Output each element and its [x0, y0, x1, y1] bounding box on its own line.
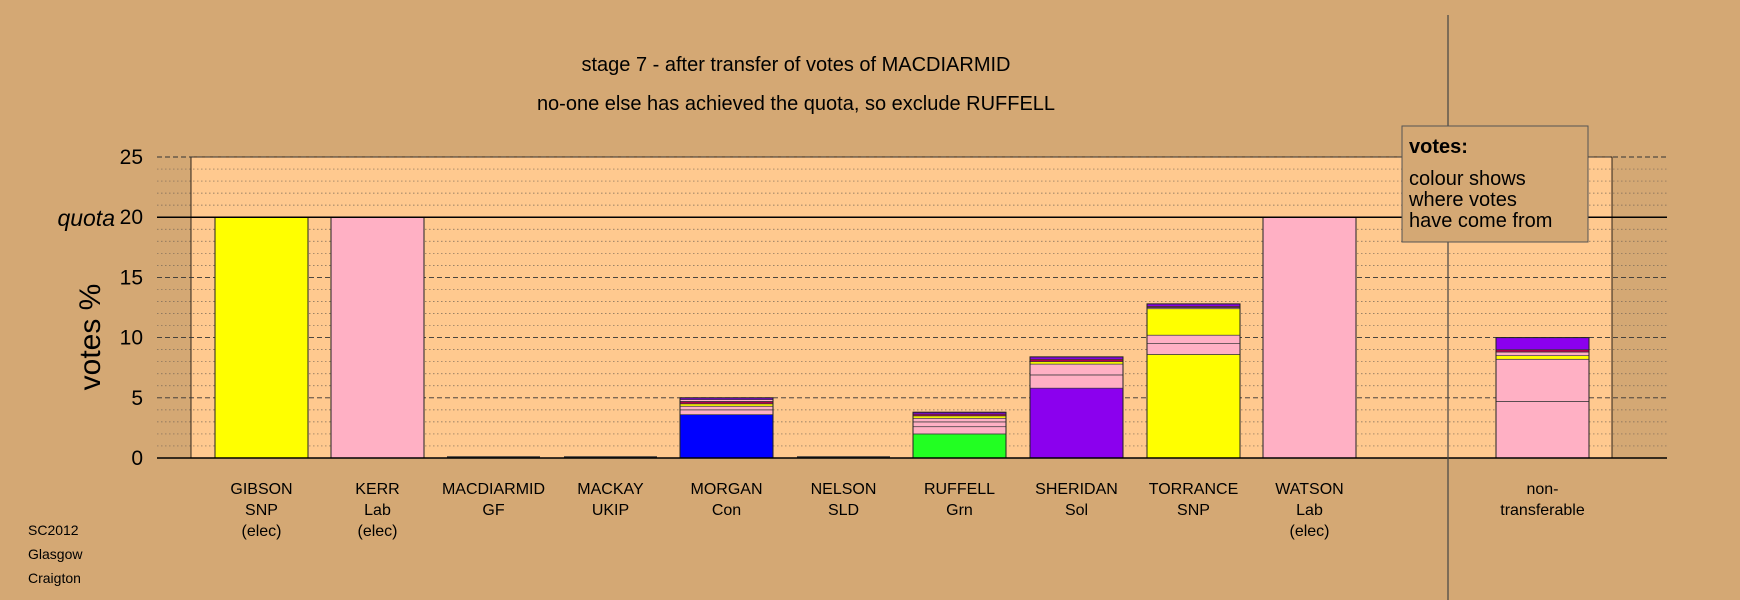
bar-segment	[1262, 216, 1357, 459]
candidate-label: SLD	[828, 502, 859, 519]
candidate-label: WATSON	[1275, 481, 1343, 498]
candidate-label: Sol	[1065, 502, 1088, 519]
y-tick-label: 0	[131, 447, 143, 470]
legend-box	[1401, 125, 1589, 243]
bar-segment	[679, 409, 774, 416]
bar-segment	[1146, 343, 1241, 355]
bar-segment	[912, 433, 1007, 459]
chart-subtitle: no-one else has achieved the quota, so e…	[537, 93, 1055, 115]
candidate-label: Lab	[1296, 502, 1323, 519]
footer-line-3: Craigton	[28, 570, 81, 586]
candidate-label: UKIP	[592, 502, 629, 519]
bar-segment	[1146, 354, 1241, 459]
bar-segment	[1029, 363, 1124, 376]
legend-heading: votes:	[1409, 136, 1468, 158]
candidate-label: Con	[712, 502, 741, 519]
bar-segment	[679, 405, 774, 411]
candidate-label: KERR	[355, 481, 399, 498]
bar-segment	[1029, 358, 1124, 363]
candidate-label: Lab	[364, 502, 391, 519]
candidate-label: (elec)	[357, 523, 397, 540]
bar-segment	[1029, 361, 1124, 365]
candidate-label: NELSON	[811, 481, 877, 498]
bar-segment	[1495, 337, 1590, 350]
candidate-label: GF	[482, 502, 504, 519]
candidate-label: (elec)	[1289, 523, 1329, 540]
candidate-label: non-	[1526, 481, 1558, 498]
bar-segment	[1495, 401, 1590, 459]
candidate-label: MACKAY	[577, 481, 644, 498]
y-tick-label: 25	[120, 146, 143, 169]
candidate-label: GIBSON	[230, 481, 292, 498]
candidate-label: MORGAN	[691, 481, 763, 498]
bar-segment	[214, 216, 309, 459]
candidate-label: TORRANCE	[1149, 481, 1239, 498]
legend: votes: colour shows where votes have com…	[1401, 125, 1589, 243]
bar-segment	[1146, 308, 1241, 336]
bar-segment	[1495, 349, 1590, 353]
quota-label: quota	[57, 205, 115, 231]
bar-segment	[679, 403, 774, 407]
bar-segment	[330, 216, 425, 459]
y-tick-label: 5	[131, 387, 143, 410]
candidate-label: SNP	[1177, 502, 1210, 519]
bar-segment	[912, 417, 1007, 423]
bar-segment	[1146, 334, 1241, 344]
footer-line-1: SC2012	[28, 522, 79, 538]
candidate-label: Grn	[946, 502, 973, 519]
bar-segment	[679, 414, 774, 459]
bar-segment	[1029, 387, 1124, 459]
bar-segment	[912, 426, 1007, 435]
candidate-label: SNP	[245, 502, 278, 519]
candidate-label: transferable	[1500, 502, 1585, 519]
bar-segment	[1495, 351, 1590, 357]
y-tick-label: 10	[120, 327, 143, 350]
bar-segment	[1495, 358, 1590, 402]
legend-line-3: have come from	[1409, 210, 1552, 232]
bar-segment	[912, 421, 1007, 428]
chart-title: stage 7 - after transfer of votes of MAC…	[581, 54, 1010, 76]
candidate-label: MACDIARMID	[442, 481, 545, 498]
legend-line-2: where votes	[1408, 189, 1517, 211]
y-axis-label: votes %	[74, 284, 107, 391]
y-tick-label: 20	[120, 206, 143, 229]
y-tick-label: 15	[120, 266, 143, 289]
bar-segment	[1029, 374, 1124, 389]
legend-line-1: colour shows	[1409, 168, 1526, 190]
candidate-label: SHERIDAN	[1035, 481, 1118, 498]
candidate-label: (elec)	[241, 523, 281, 540]
plot-area	[190, 156, 1613, 459]
footer-line-2: Glasgow	[28, 546, 83, 562]
candidate-label: RUFFELL	[924, 481, 995, 498]
bar-segment	[679, 401, 774, 405]
bar-segment	[1495, 355, 1590, 360]
bar-segment	[912, 415, 1007, 419]
